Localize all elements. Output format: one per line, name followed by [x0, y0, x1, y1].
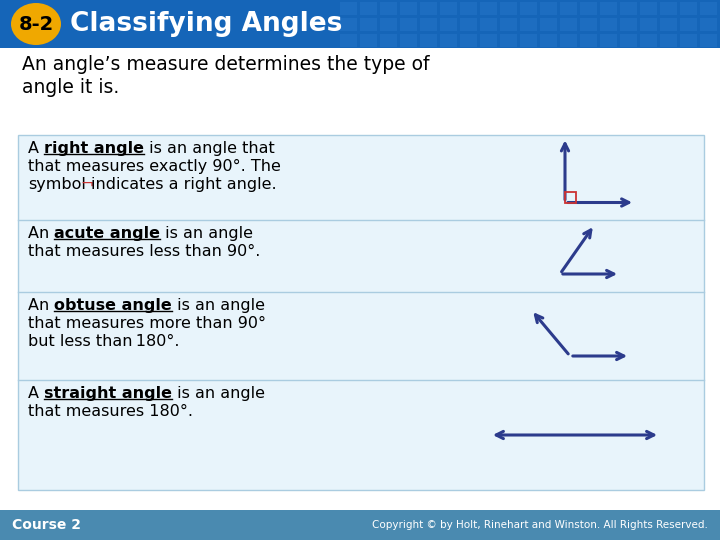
Text: indicates a right angle.: indicates a right angle. — [91, 177, 276, 192]
Bar — [540, 18, 557, 31]
Bar — [18, 135, 704, 490]
Bar — [400, 18, 417, 31]
Text: Copyright © by Holt, Rinehart and Winston. All Rights Reserved.: Copyright © by Holt, Rinehart and Winsto… — [372, 520, 708, 530]
Bar — [660, 2, 677, 15]
Text: straight angle: straight angle — [44, 386, 172, 401]
Bar — [700, 34, 717, 47]
Bar — [340, 18, 357, 31]
Text: A: A — [28, 141, 44, 156]
Text: angle it is.: angle it is. — [22, 78, 120, 97]
Bar — [420, 34, 437, 47]
Bar — [500, 2, 517, 15]
Text: An angle’s measure determines the type of: An angle’s measure determines the type o… — [22, 55, 430, 74]
Bar — [420, 2, 437, 15]
Bar — [520, 2, 537, 15]
Bar — [500, 34, 517, 47]
Bar — [460, 2, 477, 15]
Bar — [580, 2, 597, 15]
Bar — [440, 34, 457, 47]
Bar — [700, 2, 717, 15]
Bar — [420, 18, 437, 31]
Bar — [380, 18, 397, 31]
Text: is an angle: is an angle — [172, 386, 265, 401]
Text: An: An — [28, 226, 55, 241]
Bar — [600, 34, 617, 47]
Bar — [680, 34, 697, 47]
Bar — [480, 34, 497, 47]
Bar — [500, 18, 517, 31]
Bar — [520, 18, 537, 31]
Text: 8-2: 8-2 — [19, 15, 53, 33]
Bar — [440, 18, 457, 31]
Text: is an angle: is an angle — [161, 226, 253, 241]
Bar — [680, 18, 697, 31]
Bar — [460, 34, 477, 47]
Bar — [540, 34, 557, 47]
Text: An: An — [28, 298, 55, 313]
Bar — [380, 2, 397, 15]
Bar — [660, 18, 677, 31]
Text: obtuse angle: obtuse angle — [55, 298, 172, 313]
Text: Course 2: Course 2 — [12, 518, 81, 532]
Bar — [560, 2, 577, 15]
Text: but less than 180°.: but less than 180°. — [28, 334, 179, 349]
Bar — [660, 34, 677, 47]
Bar — [565, 192, 576, 202]
Bar — [380, 34, 397, 47]
Text: that measures less than 90°.: that measures less than 90°. — [28, 244, 261, 259]
Bar — [560, 34, 577, 47]
Bar — [440, 2, 457, 15]
Text: is an angle: is an angle — [172, 298, 265, 313]
Text: that measures exactly 90°. The: that measures exactly 90°. The — [28, 159, 281, 174]
Bar — [640, 18, 657, 31]
Bar — [580, 34, 597, 47]
Text: symbol: symbol — [28, 177, 86, 192]
Bar — [340, 34, 357, 47]
Bar — [560, 18, 577, 31]
Bar — [520, 34, 537, 47]
Bar — [540, 2, 557, 15]
Bar — [640, 34, 657, 47]
Text: that measures 180°.: that measures 180°. — [28, 404, 193, 419]
Bar — [620, 34, 637, 47]
Bar — [400, 34, 417, 47]
Bar — [480, 2, 497, 15]
Text: is an angle that: is an angle that — [144, 141, 275, 156]
Bar — [360, 18, 377, 31]
Bar — [580, 18, 597, 31]
Bar — [0, 510, 720, 540]
Bar — [640, 2, 657, 15]
Text: Classifying Angles: Classifying Angles — [70, 11, 343, 37]
Text: that measures more than 90°: that measures more than 90° — [28, 316, 266, 331]
Bar — [0, 0, 720, 48]
Bar — [400, 2, 417, 15]
Bar — [620, 18, 637, 31]
Bar — [600, 18, 617, 31]
Bar — [360, 2, 377, 15]
Text: A: A — [28, 386, 44, 401]
Text: acute angle: acute angle — [55, 226, 161, 241]
Bar — [600, 2, 617, 15]
Text: right angle: right angle — [44, 141, 144, 156]
Bar — [680, 2, 697, 15]
Bar — [480, 18, 497, 31]
Bar — [460, 18, 477, 31]
Ellipse shape — [11, 3, 61, 45]
Bar — [700, 18, 717, 31]
Bar — [360, 34, 377, 47]
Bar — [340, 2, 357, 15]
Bar — [620, 2, 637, 15]
Text: ¬: ¬ — [80, 177, 94, 192]
